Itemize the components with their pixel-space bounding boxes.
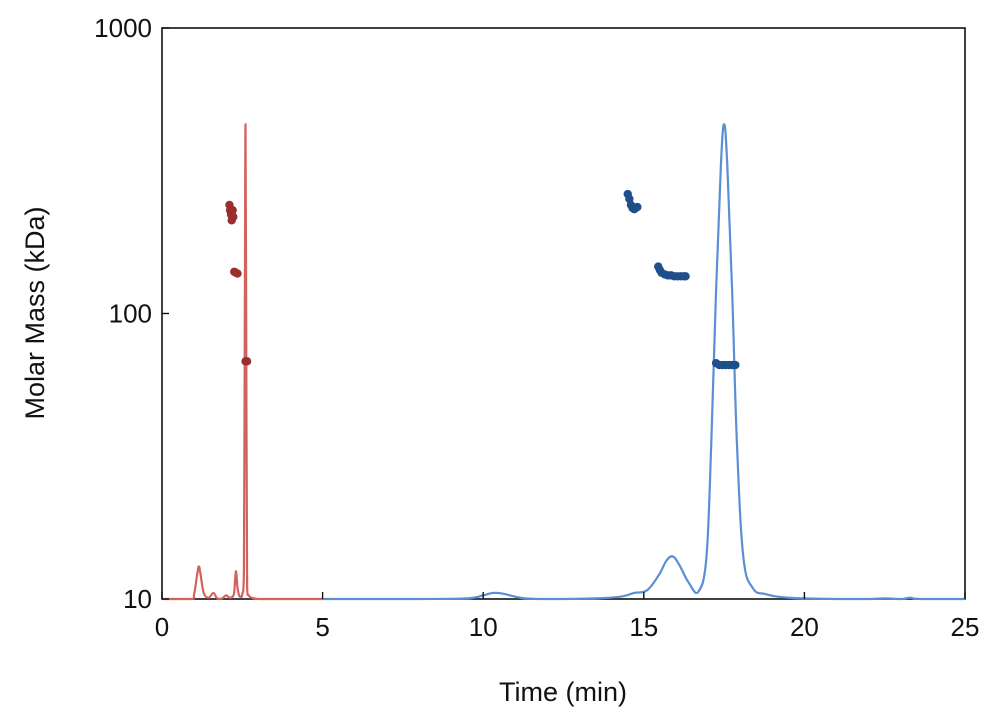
y-tick-label: 10 — [123, 584, 152, 614]
molar-mass-points — [225, 189, 740, 370]
x-tick-label: 0 — [155, 612, 169, 642]
y-tick-label: 1000 — [94, 13, 152, 43]
x-tick-label: 25 — [951, 612, 980, 642]
molar-mass-point — [242, 357, 252, 366]
chromatogram-traces — [162, 123, 965, 601]
molar-mass-point — [731, 360, 740, 370]
molar-mass-point — [233, 269, 242, 278]
molar-mass-point — [633, 202, 642, 212]
x-tick-label: 15 — [629, 612, 658, 642]
y-tick-label: 100 — [109, 299, 152, 329]
x-tick-label: 5 — [315, 612, 329, 642]
molar-mass-point — [681, 272, 690, 281]
molar-mass-point — [228, 206, 237, 215]
axis-ticks: 0 5 10 15 20 25 10 100 1000 — [94, 13, 979, 642]
chromatogram-trace-1 — [162, 123, 323, 601]
x-axis-title: Time (min) — [499, 677, 627, 707]
chromatogram-trace-2 — [322, 123, 965, 601]
plot-frame — [161, 27, 966, 600]
molar-mass-point — [229, 212, 238, 222]
x-tick-label: 20 — [790, 612, 819, 642]
x-tick-label: 10 — [469, 612, 498, 642]
plot-area-border — [161, 27, 966, 600]
y-axis-title: Molar Mass (kDa) — [20, 206, 50, 419]
